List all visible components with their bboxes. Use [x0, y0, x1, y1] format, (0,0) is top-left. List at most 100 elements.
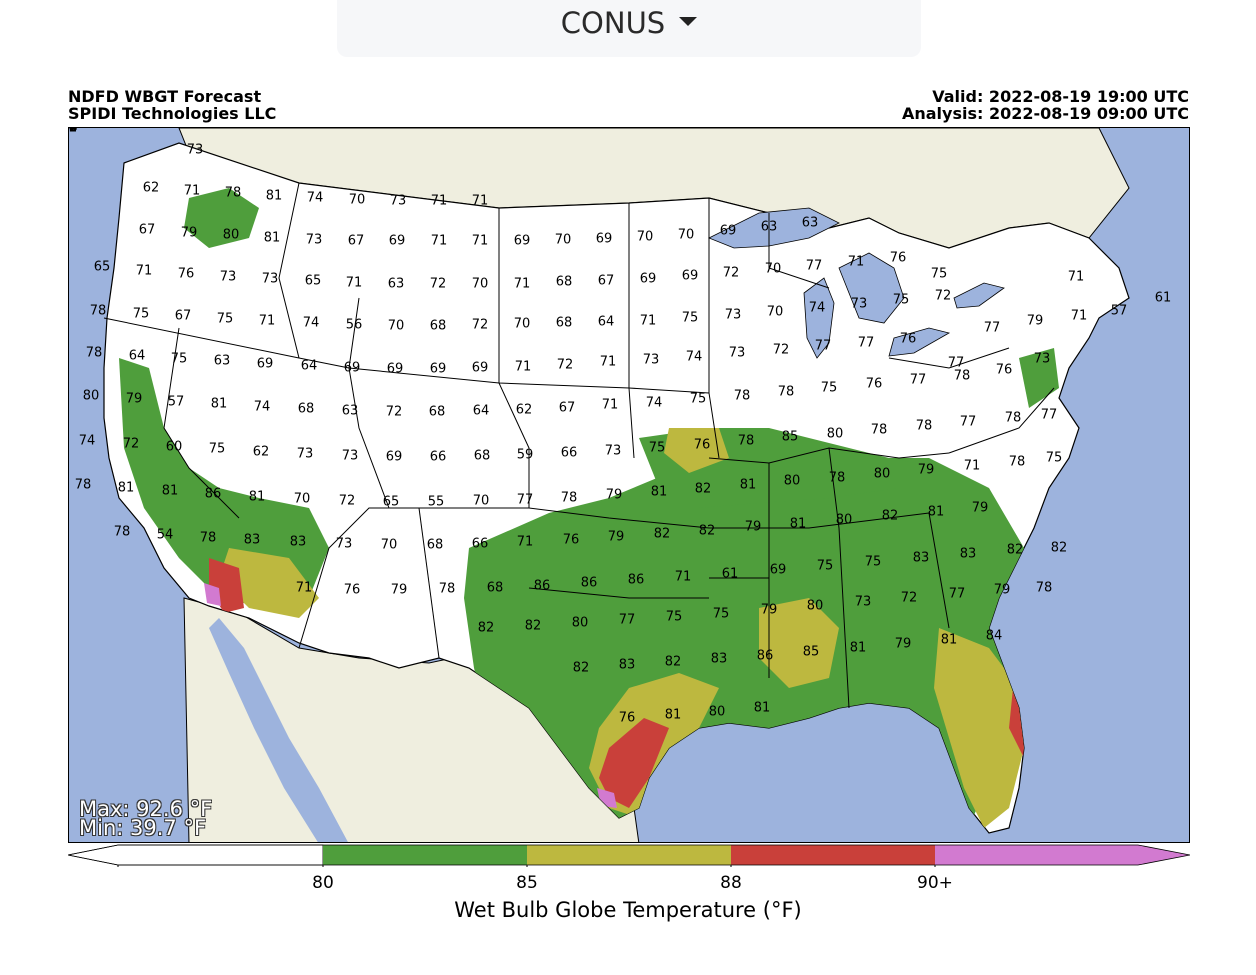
station-value: 81: [664, 707, 682, 723]
station-value: 82: [653, 526, 671, 542]
station-value: 80: [571, 615, 589, 631]
station-value: 69: [681, 268, 699, 284]
station-value: 74: [253, 399, 271, 415]
station-value: 71: [430, 193, 448, 209]
wbgt-80-85-west: [119, 358, 329, 608]
station-value: 76: [995, 362, 1013, 378]
station-value: 64: [300, 358, 318, 374]
station-value: 88: [68, 127, 78, 136]
colorbar: [68, 844, 1190, 867]
station-value: 72: [471, 317, 489, 333]
station-value: 83: [243, 532, 261, 548]
station-value: 78: [1004, 410, 1022, 426]
station-value: 75: [216, 311, 234, 327]
lake-ontario: [953, 282, 1005, 309]
colorbar-tick-85: 85: [516, 873, 538, 893]
station-value: 72: [722, 265, 740, 281]
station-value: 79: [993, 582, 1011, 598]
station-value: 70: [636, 229, 654, 245]
station-value: 70: [471, 276, 489, 292]
station-value: 67: [597, 273, 615, 289]
station-value: 71: [513, 276, 531, 292]
station-value: 59: [516, 447, 534, 463]
colorbar-tick-90plus: 90+: [917, 873, 953, 893]
station-value: 70: [387, 318, 405, 334]
station-value: 77: [983, 320, 1001, 336]
station-value: 81: [927, 504, 945, 520]
station-value: 68: [426, 537, 444, 553]
station-value: 70: [766, 304, 784, 320]
station-value: 76: [889, 250, 907, 266]
station-value: 81: [753, 700, 771, 716]
station-value: 60: [165, 439, 183, 455]
station-value: 86: [68, 127, 78, 136]
station-value: 75: [681, 310, 699, 326]
station-value: 77: [857, 335, 875, 351]
station-value: 75: [170, 351, 188, 367]
station-value: 88: [68, 127, 78, 136]
station-value: 83: [289, 534, 307, 550]
station-value: 71: [258, 313, 276, 329]
station-value: 66: [471, 536, 489, 552]
station-value: 72: [556, 357, 574, 373]
station-value: 78: [113, 524, 131, 540]
station-value: 78: [560, 490, 578, 506]
station-value: 84: [68, 127, 78, 136]
station-value: 80: [708, 704, 726, 720]
station-value: 68: [297, 401, 315, 417]
station-value: 78: [737, 433, 755, 449]
station-value: 71: [1067, 269, 1085, 285]
wbgt-88-90-texas: [599, 718, 669, 808]
station-value: 57: [1110, 303, 1128, 319]
station-value: 71: [183, 183, 201, 199]
station-value: 67: [347, 233, 365, 249]
station-value: 72: [122, 436, 140, 452]
station-value: 78: [224, 185, 242, 201]
station-value: 70: [293, 491, 311, 507]
station-value: 75: [712, 606, 730, 622]
max-min-stats: Max: 92.6 °F Min: 39.7 °F: [79, 799, 212, 839]
map-header-right: Valid: 2022-08-19 19:00 UTC Analysis: 20…: [902, 88, 1189, 122]
station-value: 82: [68, 127, 78, 136]
station-value: 69: [719, 223, 737, 239]
station-value: 68: [555, 315, 573, 331]
station-value: 69: [256, 356, 274, 372]
station-value: 63: [213, 353, 231, 369]
station-value: 78: [1008, 454, 1026, 470]
station-value: 80: [826, 426, 844, 442]
region-dropdown-label: CONUS: [560, 5, 666, 40]
station-value: 73: [335, 536, 353, 552]
station-value: 83: [710, 651, 728, 667]
station-value: 84: [68, 127, 78, 136]
wbgt-80-85-pnw: [184, 188, 259, 248]
state-borders: [103, 182, 1055, 709]
station-value: 77: [618, 612, 636, 628]
station-value: 83: [68, 127, 78, 136]
station-value: 83: [618, 657, 636, 673]
station-value: 77: [814, 338, 832, 354]
station-value: 86: [68, 127, 78, 136]
colorbar-80-85: [323, 845, 527, 865]
station-value: 78: [828, 470, 846, 486]
station-value: 76: [865, 376, 883, 392]
station-value: 69: [386, 361, 404, 377]
station-value: 77: [947, 355, 965, 371]
station-value: 57: [167, 394, 185, 410]
station-value: 71: [345, 275, 363, 291]
wbgt-85-88-south: [759, 598, 839, 688]
region-dropdown[interactable]: CONUS: [337, 0, 921, 57]
station-value: 79: [390, 582, 408, 598]
station-value: 77: [959, 414, 977, 430]
station-value: 66: [560, 445, 578, 461]
station-value: 75: [648, 440, 666, 456]
station-value: 75: [689, 391, 707, 407]
station-value: 85: [68, 127, 78, 136]
station-value: 83: [912, 550, 930, 566]
station-value: 79: [607, 529, 625, 545]
station-value: 84: [985, 628, 1003, 644]
station-value: 73: [854, 594, 872, 610]
station-value: 66: [429, 449, 447, 465]
station-value: 86: [627, 572, 645, 588]
station-value: 77: [909, 372, 927, 388]
colorbar-title: Wet Bulb Globe Temperature (°F): [454, 898, 802, 922]
